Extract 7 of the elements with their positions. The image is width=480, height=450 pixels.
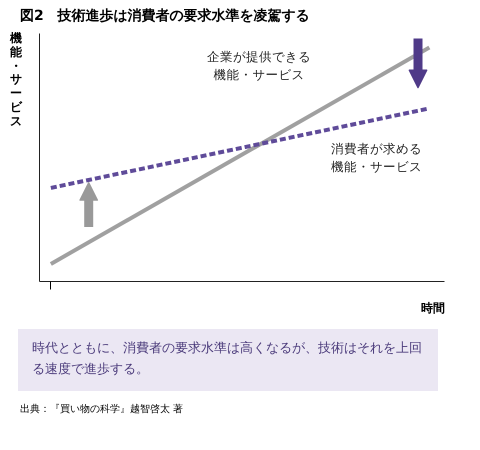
text: 時代とともに、消費者の要求水準は高くなるが、技術はそれを上回る速度で進歩する。 [32,340,423,379]
y-axis-title: 機能・サービス [10,31,22,129]
text: 企業が提供できる機能・サービス [207,49,312,82]
series-label: 消費者が求める機能・サービス [330,141,422,174]
source-note: 出典：『買い物の科学』越智啓太 著 [20,402,184,417]
chart-title: 図2 技術進歩は消費者の要求水準を凌駕する [20,7,310,26]
x-axis-title: 時間 [421,300,445,317]
